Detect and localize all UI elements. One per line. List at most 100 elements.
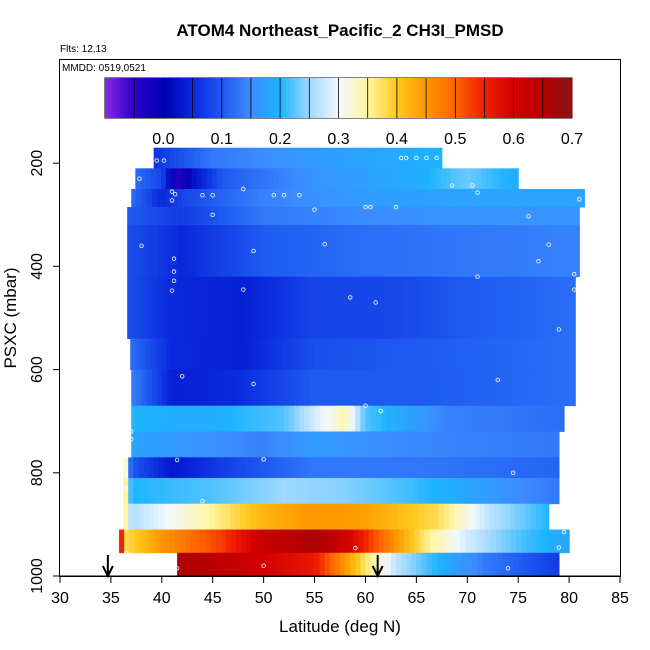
heatmap-cell <box>579 189 585 208</box>
heatmap-cell <box>235 147 241 169</box>
heatmap-cell <box>168 147 175 169</box>
heatmap-cell <box>182 405 188 432</box>
heatmap-cell <box>274 276 281 340</box>
heatmap-cell <box>300 276 306 340</box>
heatmap-cell <box>427 225 434 278</box>
heatmap-cell <box>226 338 233 370</box>
heatmap-cell <box>450 168 457 190</box>
flights-label: Flts: 12,13 <box>60 44 107 55</box>
heatmap-cell <box>268 405 275 432</box>
heatmap-cell <box>447 276 454 340</box>
heatmap-cell <box>523 405 529 432</box>
heatmap-cell <box>248 431 255 458</box>
heatmap-cell <box>535 503 542 530</box>
heatmap-cell <box>315 225 322 278</box>
heatmap-cell <box>199 457 206 479</box>
heatmap-cell <box>438 147 443 169</box>
heatmap-cell <box>493 207 500 226</box>
colorbar-swatch <box>455 78 459 118</box>
heatmap-cell <box>187 431 193 458</box>
heatmap-cell <box>550 457 557 479</box>
heatmap-cell <box>554 225 561 278</box>
heatmap-cell <box>423 477 430 505</box>
colorbar-swatch <box>545 78 550 118</box>
heatmap-cell <box>484 477 491 505</box>
heatmap-cell <box>182 552 188 577</box>
heatmap-cell <box>365 431 372 458</box>
colorbar-swatch <box>464 78 468 118</box>
heatmap-cell <box>245 503 251 530</box>
heatmap-cell <box>417 225 424 278</box>
heatmap-cell <box>513 369 519 407</box>
heatmap-cell <box>396 431 402 458</box>
heatmap-cell <box>147 225 154 278</box>
heatmap-cell <box>510 457 516 479</box>
heatmap-cell <box>345 405 351 432</box>
heatmap-cell <box>340 405 346 432</box>
colorbar-swatch <box>283 78 287 118</box>
heatmap-cell <box>453 225 459 278</box>
colorbar-swatch <box>154 78 159 118</box>
heatmap-cell <box>367 457 374 479</box>
heatmap-cell <box>527 338 534 370</box>
heatmap-cell <box>414 529 421 554</box>
heatmap-cell <box>454 457 460 479</box>
heatmap-cell <box>474 457 481 479</box>
heatmap-cell <box>363 529 370 554</box>
heatmap-cell <box>252 338 259 370</box>
heatmap-cell <box>387 503 394 530</box>
heatmap-cell <box>401 405 407 432</box>
heatmap-cell <box>274 207 281 226</box>
heatmap-cell <box>237 168 243 190</box>
heatmap-cell <box>514 276 520 340</box>
heatmap-cell <box>208 276 215 340</box>
heatmap-cell <box>286 457 292 479</box>
heatmap-cell <box>245 477 251 505</box>
x-tick-label: 60 <box>357 590 375 607</box>
heatmap-cell <box>249 225 256 278</box>
heatmap-cell <box>355 405 361 432</box>
heatmap-cell <box>499 503 506 530</box>
heatmap-cell <box>498 276 505 340</box>
heatmap-cell <box>151 431 158 458</box>
colorbar-swatch <box>212 78 217 118</box>
heatmap-cell <box>265 503 272 530</box>
heatmap-cell <box>173 207 179 226</box>
heatmap-cell <box>258 189 265 208</box>
heatmap-cell <box>337 529 344 554</box>
colorbar-swatch <box>519 78 523 118</box>
heatmap-cell <box>163 477 170 505</box>
colorbar-swatch <box>408 78 413 118</box>
heatmap-cell <box>561 529 568 554</box>
heatmap-cell <box>492 431 499 458</box>
heatmap-cell <box>381 207 388 226</box>
heatmap-cell <box>375 431 382 458</box>
heatmap-cell <box>222 189 229 208</box>
heatmap-cell <box>384 338 391 370</box>
sample-point <box>312 207 317 212</box>
heatmap-cell <box>233 431 239 458</box>
heatmap-cell <box>345 431 351 458</box>
heatmap-cell <box>469 457 475 479</box>
heatmap-cell <box>553 431 560 458</box>
heatmap-cell <box>486 338 493 370</box>
heatmap-cell <box>182 431 188 458</box>
heatmap-cell <box>314 431 321 458</box>
heatmap-cell <box>321 503 328 530</box>
heatmap-cell <box>184 503 190 530</box>
heatmap-cell <box>540 457 547 479</box>
heatmap-cell <box>228 405 234 432</box>
heatmap-cell <box>301 477 307 505</box>
heatmap-cell <box>346 207 352 226</box>
heatmap-cell <box>405 338 411 370</box>
heatmap-cell <box>148 457 155 479</box>
heatmap-cell <box>234 225 240 278</box>
heatmap-cell <box>336 147 343 169</box>
heatmap-cell <box>259 225 266 278</box>
y-axis-label: PSXC (mbar) <box>1 267 20 368</box>
heatmap-cell <box>397 225 403 278</box>
colorbar-swatch <box>207 78 211 118</box>
heatmap-cell <box>529 276 536 340</box>
heatmap-cell <box>401 552 407 577</box>
